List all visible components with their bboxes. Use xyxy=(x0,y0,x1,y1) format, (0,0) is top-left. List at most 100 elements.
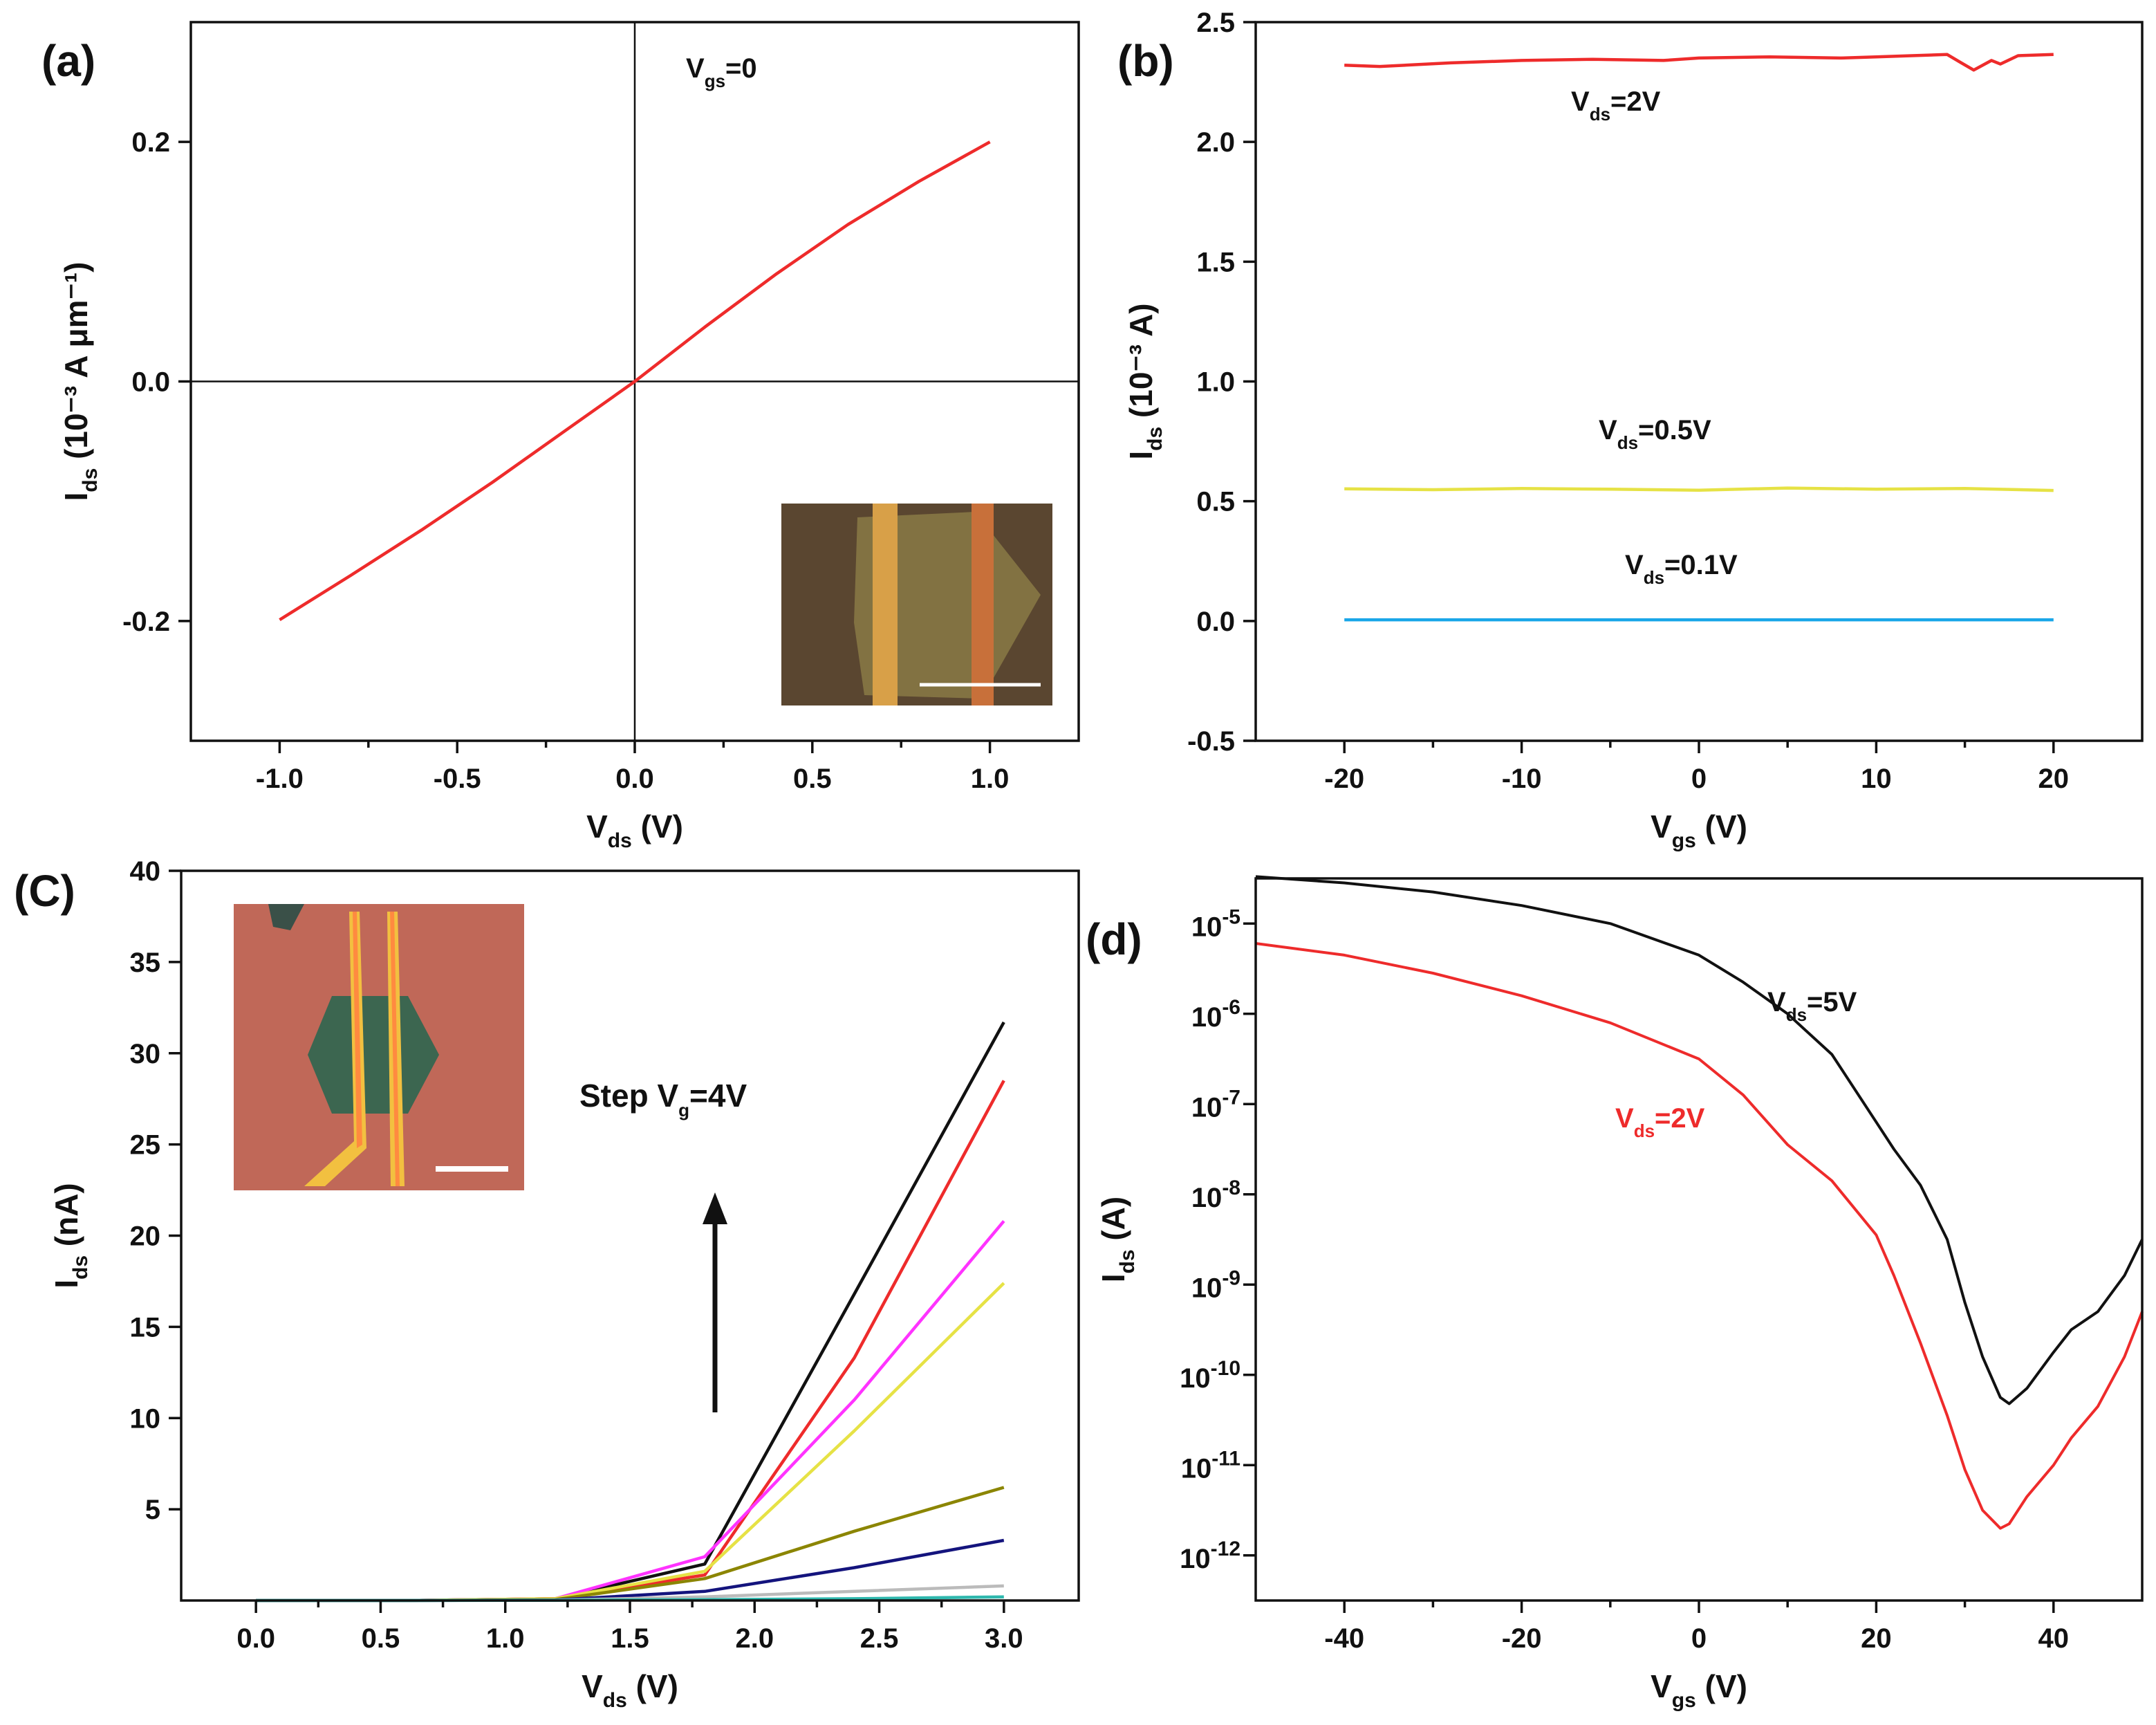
label-vds-5v-rest: =5V xyxy=(1807,987,1857,1017)
y-tick-base-6: 10 xyxy=(1191,1002,1223,1033)
x-axis-title-b-rest: (V) xyxy=(1696,809,1747,845)
x-axis-title-b: Vgs (V) xyxy=(1651,809,1747,852)
x-tick-label-c-2: 1.0 xyxy=(486,1623,525,1654)
x-tick-label-d-1: -20 xyxy=(1502,1623,1542,1654)
x-tick-label-a-2: 0.0 xyxy=(615,764,654,794)
x-tick-label-a-4: 1.0 xyxy=(971,764,1010,794)
x-axis-title-c-rest: (V) xyxy=(627,1668,678,1704)
y-tick-label-c-2: 15 xyxy=(130,1312,161,1343)
series-line-c-2 xyxy=(256,1219,1005,1603)
y-tick-label-d-0: 10-12 xyxy=(1180,1538,1240,1574)
y-tick-label-d-2: 10-10 xyxy=(1180,1357,1240,1394)
x-tick-label-b-0: -20 xyxy=(1324,764,1364,794)
label-vds-2v-rest: =2V xyxy=(1610,86,1661,117)
y-tick-exp-4: -8 xyxy=(1222,1177,1240,1199)
y-tick-label-b-5: 2.0 xyxy=(1196,127,1235,158)
label-vds-2v-d-rest: =2V xyxy=(1655,1103,1705,1134)
label-vds-2v-sub: ds xyxy=(1590,104,1610,124)
x-tick-label-a-1: -0.5 xyxy=(434,764,481,794)
series-line-d-0 xyxy=(1255,875,2144,1405)
x-axis-title-c: Vds (V) xyxy=(582,1668,678,1712)
y-tick-label-a-2: 0.2 xyxy=(131,127,170,158)
panel-label-d: (d) xyxy=(1086,914,1142,964)
y-axis-title-d: Ids (A) xyxy=(1095,1197,1139,1282)
y-tick-base-3: 10 xyxy=(1191,1273,1223,1303)
x-axis-title-b-main: V xyxy=(1651,809,1672,845)
label-vds-0.5v-rest: =0.5V xyxy=(1638,415,1711,445)
y-tick-label-c-3: 20 xyxy=(130,1221,161,1252)
y-tick-label-a-1: 0.0 xyxy=(131,367,170,398)
x-tick-label-b-1: -10 xyxy=(1502,764,1542,794)
y-axis-title-c-sub: ds xyxy=(69,1255,92,1280)
x-tick-label-a-3: 0.5 xyxy=(793,764,832,794)
y-tick-base-7: 10 xyxy=(1191,912,1223,942)
x-axis-title-a: Vds (V) xyxy=(586,809,683,852)
x-axis-title-d-rest: (V) xyxy=(1696,1668,1747,1704)
y-tick-label-b-1: 0.0 xyxy=(1196,607,1235,637)
series-line-d-1 xyxy=(1255,942,2144,1530)
inset-a-electrode-2 xyxy=(972,504,994,705)
y-tick-exp-2: -10 xyxy=(1211,1357,1240,1380)
x-axis-title-a-sub: ds xyxy=(608,829,632,852)
y-axis-title-d-rest: (A) xyxy=(1095,1197,1131,1250)
x-tick-label-d-0: -40 xyxy=(1324,1623,1364,1654)
x-tick-label-b-2: 0 xyxy=(1691,764,1707,794)
x-tick-label-c-3: 1.5 xyxy=(611,1623,649,1654)
label-vds-0.1v-main: V xyxy=(1625,550,1644,580)
y-tick-base-1: 10 xyxy=(1181,1453,1212,1484)
step-rest: =4V xyxy=(689,1078,747,1114)
step-main: Step V xyxy=(579,1078,678,1114)
x-tick-label-d-2: 0 xyxy=(1691,1623,1707,1654)
label-vds-0.1v-sub: ds xyxy=(1644,567,1664,588)
x-tick-label-d-3: 20 xyxy=(1861,1623,1892,1654)
label-vds-2v-d: Vds=2V xyxy=(1615,1103,1705,1141)
step-sub: g xyxy=(678,1100,689,1120)
y-tick-exp-6: -6 xyxy=(1222,996,1240,1019)
y-tick-label-c-6: 35 xyxy=(130,948,161,978)
y-tick-label-b-2: 0.5 xyxy=(1196,487,1235,517)
y-tick-label-d-5: 10-7 xyxy=(1191,1086,1240,1123)
y-tick-label-c-4: 25 xyxy=(130,1130,161,1161)
y-tick-label-d-1: 10-11 xyxy=(1181,1447,1240,1484)
y-tick-exp-5: -7 xyxy=(1222,1086,1240,1109)
y-axis-title-a: Ids (10⁻³ A μm⁻¹) xyxy=(58,262,102,501)
inset-micrograph-c xyxy=(234,904,524,1190)
label-vds-5v: Vds=5V xyxy=(1767,987,1857,1025)
inset-c-flake xyxy=(308,996,439,1114)
y-tick-label-d-3: 10-9 xyxy=(1191,1266,1240,1303)
y-tick-label-b-0: -0.5 xyxy=(1187,726,1235,757)
y-axis-title-b-sub: ds xyxy=(1144,427,1167,451)
y-axis-title-a-sub: ds xyxy=(79,468,102,492)
inset-c-electrode-1 xyxy=(304,912,366,1186)
label-vds-2v-d-sub: ds xyxy=(1634,1120,1655,1141)
label-vds-2v: Vds=2V xyxy=(1571,86,1661,124)
y-axis-title-c-rest: (nA) xyxy=(48,1183,84,1255)
label-vds-0.1v: Vds=0.1V xyxy=(1625,550,1738,588)
panel-b: (b) -20 -10 0 10 20 -0.5 0.0 0.5 1.0 1.5 2.0 2.5 Vgs … xyxy=(1117,8,2144,852)
panel-label-b: (b) xyxy=(1117,36,1174,86)
label-vds-5v-sub: ds xyxy=(1786,1004,1807,1025)
y-axis-title-d-main: I xyxy=(1095,1273,1131,1282)
inset-micrograph-a xyxy=(781,504,1052,705)
y-tick-label-d-6: 10-6 xyxy=(1191,996,1240,1033)
annotation-vgs-0-main: V xyxy=(686,53,705,84)
x-axis-title-a-main: V xyxy=(586,809,608,845)
x-tick-label-c-5: 2.5 xyxy=(860,1623,899,1654)
x-tick-label-c-1: 0.5 xyxy=(362,1623,400,1654)
series-line-a-0 xyxy=(279,140,991,622)
x-axis-title-d-main: V xyxy=(1651,1668,1672,1704)
plot-frame-b xyxy=(1254,21,2144,742)
y-tick-base-4: 10 xyxy=(1191,1183,1223,1213)
annotation-vgs-0-sub: gs xyxy=(705,71,725,91)
y-tick-label-c-7: 40 xyxy=(130,856,161,887)
y-axis-title-d-sub: ds xyxy=(1116,1249,1139,1273)
y-tick-label-b-4: 1.5 xyxy=(1196,247,1235,277)
panel-label-a: (a) xyxy=(41,36,95,86)
inset-c-corner-flake xyxy=(268,904,304,930)
label-vds-0.1v-rest: =0.1V xyxy=(1664,550,1738,580)
panel-label-c: (C) xyxy=(14,866,75,916)
y-axis-title-c: Ids (nA) xyxy=(48,1183,92,1289)
series-line-b-0 xyxy=(1344,53,2054,72)
x-tick-label-c-0: 0.0 xyxy=(236,1623,275,1654)
